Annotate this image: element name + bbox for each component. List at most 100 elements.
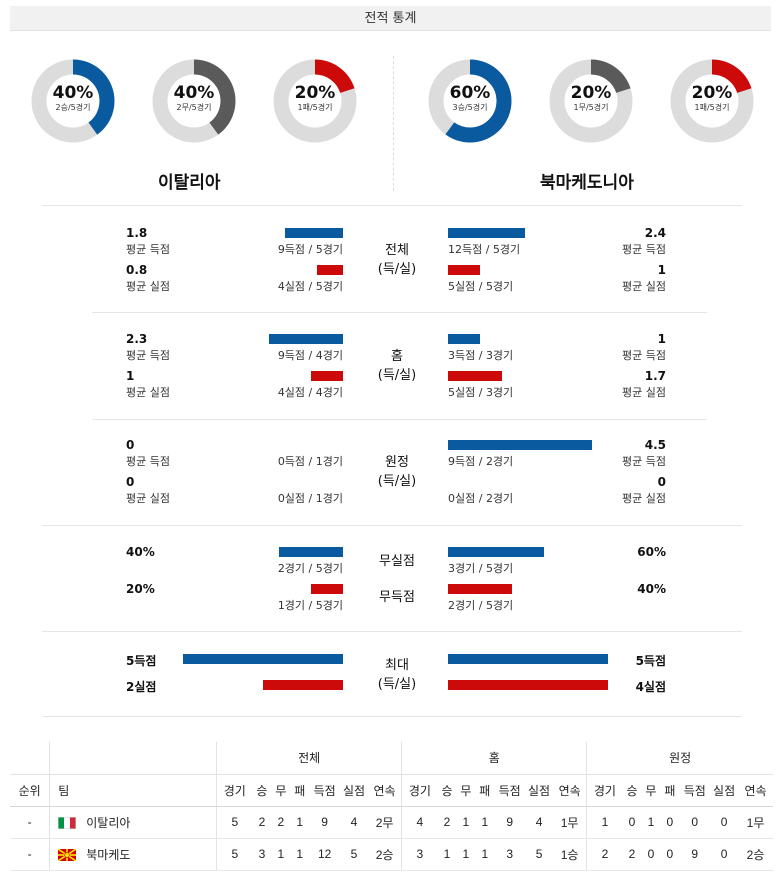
away-away-avg-scored-value: 4.5: [644, 438, 666, 452]
donut-ring: [428, 59, 512, 143]
group-header-home: 홈: [401, 742, 587, 775]
home-team-name: 이탈리아: [158, 173, 221, 193]
home-away-avg-scored-value: 0: [126, 438, 135, 452]
stat-cell: 4: [401, 806, 438, 839]
col-header: 경기: [586, 774, 623, 807]
column-header-row: 순위 팀 경기 승 무 패 득점 실점 연속 경기 승 무 패 득점 실점 연속 경기 승 무 패 득점 실점 연속: [10, 774, 773, 807]
home-scored-bar: [285, 228, 343, 238]
away-home-avg-conceded-label: 평균 실점: [622, 386, 666, 399]
home-max-conceded-value: 2실점: [126, 680, 157, 694]
donut-arc: [549, 59, 633, 143]
donut-ring: [273, 59, 357, 143]
stat-cell: 1승: [552, 838, 587, 871]
stat-cell: 1: [475, 838, 495, 871]
stat-cell: 3: [401, 838, 438, 871]
team-cell[interactable]: 북마케도: [49, 838, 217, 871]
group-header-away: 원정: [586, 742, 773, 775]
stat-cell: 2무: [367, 806, 402, 839]
home-away-conceded-caption: 0실점 / 1경기: [277, 492, 343, 505]
col-header: 승: [437, 774, 457, 807]
col-header: 실점: [710, 774, 738, 807]
section-title-overall: 전체 (득/실): [353, 241, 441, 279]
stat-cell: 1: [456, 838, 476, 871]
donut-percent: 20%: [294, 83, 336, 103]
home-home-avg-conceded-value: 1: [126, 369, 135, 383]
home-avg-scored-label: 평균 득점: [126, 243, 170, 256]
stat-cell: 5: [216, 806, 253, 839]
home-clean-sheet-value: 40%: [126, 545, 155, 559]
col-header: 실점: [525, 774, 553, 807]
stat-cell: 2승: [738, 838, 773, 871]
away-home-scored-caption: 3득점 / 3경기: [448, 349, 514, 362]
stat-cell: 4: [340, 806, 368, 839]
home-max-scored-value: 5득점: [126, 654, 157, 668]
donut-arc: [670, 59, 754, 143]
home-no-score-caption: 1경기 / 5경기: [277, 599, 343, 612]
col-header: 연속: [738, 774, 773, 807]
donut-ring: [31, 59, 115, 143]
donut-percent: 60%: [449, 83, 491, 103]
col-header: 승: [252, 774, 272, 807]
home-clean-sheet-bar: [279, 547, 343, 557]
stat-cell: 12: [309, 838, 341, 871]
donut-arc: [31, 59, 115, 143]
section-title: 홈: [391, 349, 403, 364]
home-home-conceded-caption: 4실점 / 4경기: [277, 386, 343, 399]
away-max-conceded-bar: [448, 680, 608, 690]
home-max-scored-bar: [183, 654, 343, 664]
away-no-score-value: 40%: [637, 582, 666, 596]
stat-cell: 1: [475, 806, 495, 839]
stat-cell: 9: [679, 838, 711, 871]
home-avg-conceded-label: 평균 실점: [126, 280, 170, 293]
no-score-label: 무득점: [379, 590, 415, 605]
away-win-donut: 60% 3승/5경기: [428, 59, 512, 143]
away-no-score-caption: 2경기 / 5경기: [448, 599, 514, 612]
donut-arc: [428, 59, 512, 143]
away-home-avg-conceded-value: 1.7: [644, 369, 666, 383]
stat-cell: 1무: [738, 806, 773, 839]
donut-ring: [670, 59, 754, 143]
away-away-scored-bar: [448, 440, 592, 450]
donut-percent: 20%: [691, 83, 733, 103]
team-cell[interactable]: 이탈리아: [49, 806, 217, 839]
away-avg-scored-value: 2.4: [644, 226, 666, 240]
clean-sheet-label: 무실점: [379, 554, 415, 569]
stat-cell: 9: [309, 806, 341, 839]
rank-cell: -: [10, 806, 50, 839]
stat-cell: 2: [271, 806, 291, 839]
home-avg-conceded-value: 0.8: [126, 263, 148, 277]
donut-caption: 1무/5경기: [573, 103, 609, 112]
away-away-avg-conceded-label: 평균 실점: [622, 492, 666, 505]
home-win-donut: 40% 2승/5경기: [31, 59, 115, 143]
italy-flag-icon: [58, 816, 77, 829]
section-title: 전체: [385, 243, 409, 258]
team-name: 북마케도: [86, 847, 131, 862]
stat-cell: 1무: [552, 806, 587, 839]
standings-table: 전체 홈 원정 순위 팀 경기 승 무 패 득점 실점 연속 경기 승 무 패 득점 실점 연속 경기 승…: [10, 742, 773, 871]
stat-cell: 4: [525, 806, 553, 839]
away-away-avg-conceded-value: 0: [657, 475, 666, 489]
stat-cell: 5: [525, 838, 553, 871]
stat-cell: 0: [679, 806, 711, 839]
section-subtitle: (득/실): [377, 474, 417, 489]
divider: [42, 205, 742, 206]
col-header: 무: [456, 774, 476, 807]
donut-caption: 2승/5경기: [55, 103, 91, 112]
stat-cell: 1: [290, 838, 310, 871]
stat-cell: 1: [641, 806, 661, 839]
stat-cell: 0: [660, 838, 680, 871]
table-corner: [49, 742, 217, 775]
stat-cell: 0: [710, 838, 738, 871]
away-scored-caption: 12득점 / 5경기: [448, 243, 521, 256]
stat-cell: 3: [494, 838, 526, 871]
group-header-overall: 전체: [216, 742, 402, 775]
col-header: 연속: [367, 774, 402, 807]
stat-cell: 1: [456, 806, 476, 839]
donut-percent: 20%: [570, 83, 612, 103]
section-subtitle: (득/실): [377, 262, 417, 277]
home-no-score-bar: [311, 584, 343, 594]
home-home-conceded-bar: [311, 371, 343, 381]
away-clean-sheet-value: 60%: [637, 545, 666, 559]
divider: [42, 631, 742, 632]
col-rank: 순위: [10, 774, 50, 807]
